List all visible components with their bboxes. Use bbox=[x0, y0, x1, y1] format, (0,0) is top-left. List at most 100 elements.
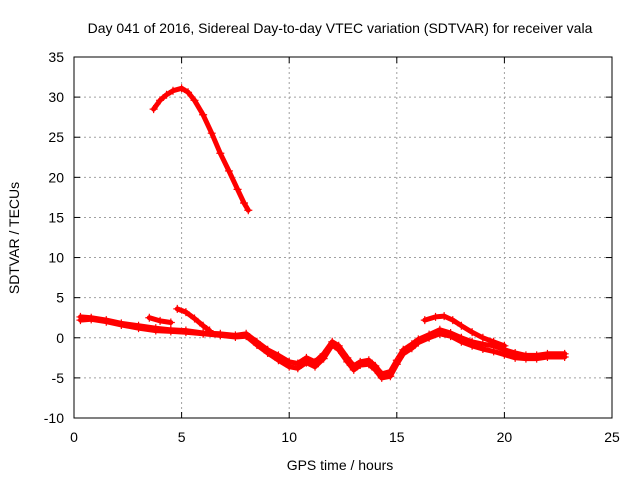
x-tick-label: 20 bbox=[497, 429, 513, 445]
data-point-arc-offset bbox=[87, 315, 96, 324]
data-point-arc-afternoon bbox=[468, 328, 477, 337]
data-point-arc-offset bbox=[319, 354, 328, 363]
data-point-arc-offset bbox=[151, 326, 160, 335]
data-point-arc-offset bbox=[425, 333, 434, 342]
data-point-arc-offset bbox=[293, 364, 302, 373]
y-tick-label: 30 bbox=[48, 89, 64, 105]
data-point-arc-afternoon bbox=[420, 316, 429, 325]
chart-title: Day 041 of 2016, Sidereal Day-to-day VTE… bbox=[88, 20, 593, 36]
data-point-arc-late-start bbox=[156, 316, 165, 325]
data-point-arc-offset bbox=[343, 357, 352, 366]
plot-frame bbox=[73, 56, 613, 419]
data-point-arc-offset bbox=[521, 354, 530, 363]
data-point-arc-five-hour bbox=[173, 304, 182, 313]
data-point-arc-offset bbox=[500, 350, 509, 359]
data-point-arc-high bbox=[199, 110, 208, 119]
data-point-arc-offset bbox=[349, 365, 358, 374]
y-tick-label: 5 bbox=[56, 290, 64, 306]
data-point-arc-offset bbox=[478, 345, 487, 354]
data-point-arc-high bbox=[224, 166, 233, 175]
data-point-arc-high bbox=[190, 96, 199, 105]
data-point-arc-high bbox=[177, 84, 186, 93]
data-point-arc-offset bbox=[364, 360, 373, 369]
data-series-group bbox=[78, 85, 568, 381]
data-point-arc-afternoon bbox=[448, 316, 457, 325]
y-tick-label: -10 bbox=[44, 410, 64, 426]
x-tick-label: 10 bbox=[281, 429, 297, 445]
data-point-arc-five-hour bbox=[181, 308, 190, 317]
x-axis-label: GPS time / hours bbox=[287, 457, 394, 473]
data-point-arc-offset bbox=[263, 349, 272, 358]
data-point-arc-offset bbox=[311, 362, 320, 371]
data-point-arc-offset bbox=[231, 332, 240, 341]
data-point-arc-offset bbox=[543, 353, 552, 362]
data-point-arc-offset bbox=[302, 358, 311, 367]
data-point-arc-afternoon bbox=[440, 312, 449, 321]
data-point-arc-afternoon bbox=[500, 341, 509, 350]
data-point-arc-five-hour bbox=[205, 326, 214, 335]
data-point-arc-late-start bbox=[145, 313, 154, 322]
data-point-arc-offset bbox=[134, 324, 143, 333]
data-point-arc-high bbox=[184, 88, 193, 97]
y-tick-label: 10 bbox=[48, 250, 64, 266]
data-point-arc-offset bbox=[446, 332, 455, 341]
data-point-arc-afternoon bbox=[489, 337, 498, 346]
y-tick-label: 15 bbox=[48, 209, 64, 225]
data-point-arc-high bbox=[162, 90, 171, 99]
data-point-arc-offset bbox=[285, 362, 294, 371]
data-point-arc-offset bbox=[199, 329, 208, 338]
data-point-arc-offset bbox=[166, 327, 175, 336]
data-point-arc-high bbox=[207, 129, 216, 138]
data-point-arc-offset bbox=[242, 332, 251, 341]
data-marker-group bbox=[76, 84, 569, 382]
x-tick-label: 25 bbox=[604, 429, 620, 445]
data-point-arc-afternoon bbox=[457, 321, 466, 330]
data-point-arc-offset bbox=[377, 373, 386, 382]
y-tick-label: 25 bbox=[48, 129, 64, 145]
x-tick-label: 0 bbox=[70, 429, 78, 445]
data-point-arc-offset bbox=[371, 365, 380, 374]
x-tick-label: 5 bbox=[178, 429, 186, 445]
y-tick-label: 35 bbox=[48, 49, 64, 65]
data-point-arc-offset bbox=[117, 320, 126, 329]
data-point-arc-offset bbox=[392, 360, 401, 369]
data-point-arc-high bbox=[244, 206, 253, 215]
axis-ticks bbox=[73, 56, 613, 419]
data-point-arc-offset bbox=[435, 329, 444, 338]
data-point-arc-five-hour bbox=[190, 314, 199, 323]
data-point-arc-offset bbox=[560, 353, 569, 362]
data-point-arc-offset bbox=[511, 353, 520, 362]
y-tick-labels: -10 -5 0 5 10 15 20 25 30 35 bbox=[44, 49, 64, 426]
data-point-arc-offset bbox=[407, 344, 416, 353]
data-point-arc-high bbox=[149, 105, 158, 114]
data-point-arc-offset bbox=[489, 347, 498, 356]
data-point-arc-high bbox=[216, 149, 225, 158]
data-point-arc-offset bbox=[252, 340, 261, 349]
data-point-arc-offset bbox=[328, 340, 337, 349]
x-tick-label: 15 bbox=[389, 429, 405, 445]
data-point-arc-high bbox=[240, 199, 249, 208]
data-point-arc-offset bbox=[216, 331, 225, 340]
data-point-arc-offset bbox=[468, 341, 477, 350]
data-point-arc-afternoon bbox=[478, 333, 487, 342]
data-point-arc-offset bbox=[76, 316, 85, 325]
data-point-arc-offset bbox=[532, 354, 541, 363]
data-point-arc-offset bbox=[386, 372, 395, 381]
y-tick-label: -5 bbox=[52, 370, 65, 386]
y-axis-label: SDTVAR / TECUs bbox=[6, 182, 22, 294]
data-point-arc-offset bbox=[399, 349, 408, 358]
y-tick-label: 20 bbox=[48, 169, 64, 185]
data-point-arc-five-hour bbox=[199, 321, 208, 330]
data-point-arc-offset bbox=[102, 317, 111, 326]
x-tick-labels: 0 5 10 15 20 25 bbox=[70, 429, 620, 445]
data-point-arc-late-start bbox=[166, 318, 175, 327]
data-point-arc-high bbox=[156, 96, 165, 105]
data-point-arc-offset bbox=[414, 338, 423, 347]
data-point-arc-offset bbox=[274, 356, 283, 365]
y-tick-label: 0 bbox=[56, 330, 64, 346]
data-point-arc-offset bbox=[356, 361, 365, 370]
data-point-arc-offset bbox=[181, 328, 190, 337]
data-point-arc-high bbox=[168, 86, 177, 95]
data-point-arc-offset bbox=[457, 337, 466, 346]
